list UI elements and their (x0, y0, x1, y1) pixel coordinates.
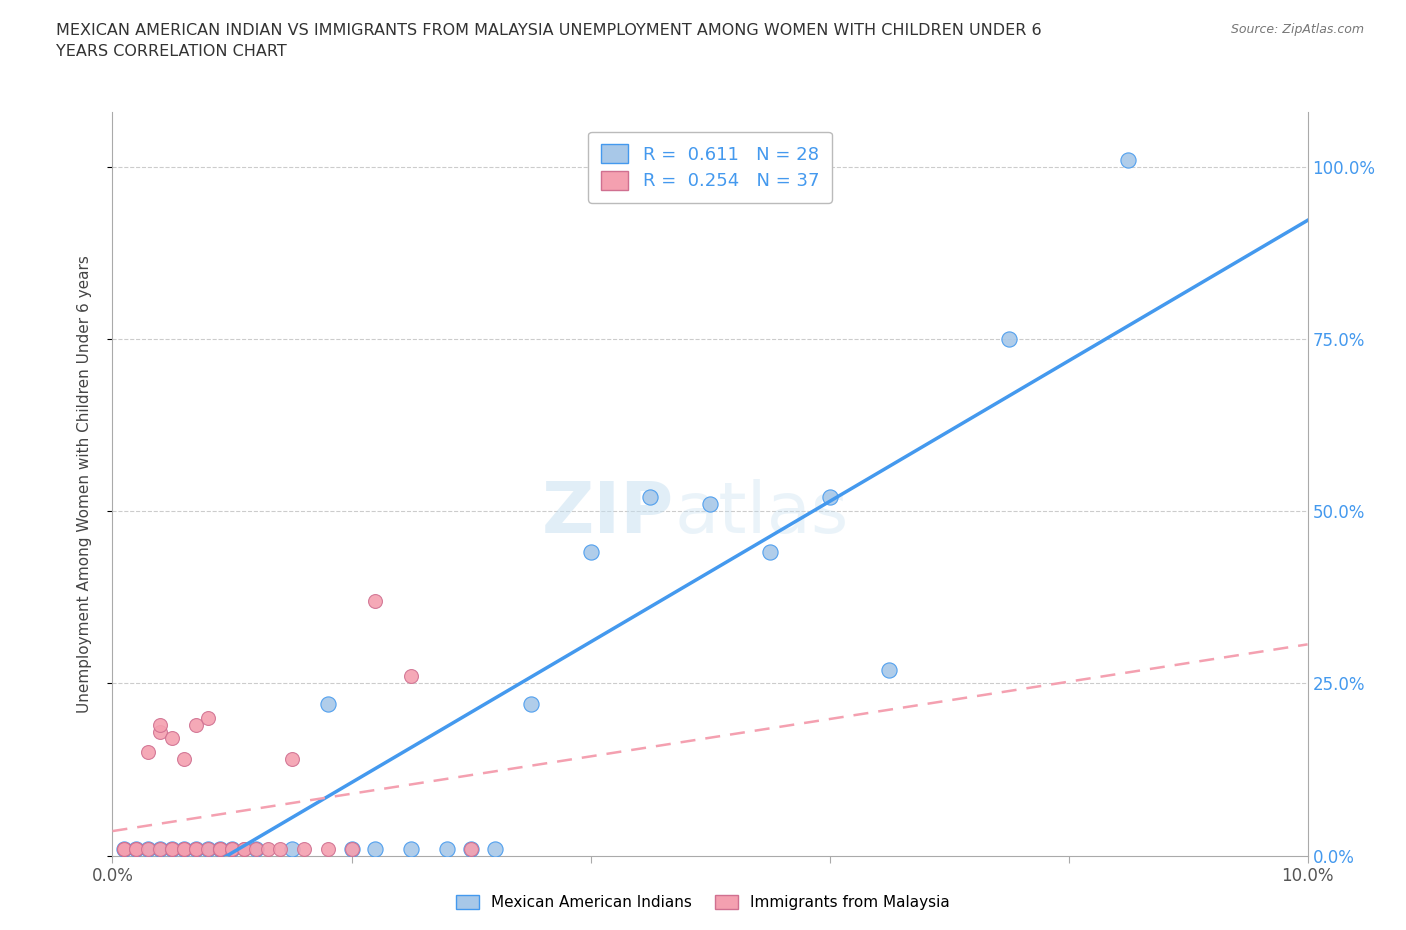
Point (197, 842, 219, 857)
Point (364, 842, 387, 857)
Point (138, 745, 160, 760)
Point (640, 490, 662, 505)
Point (125, 842, 148, 857)
Point (209, 842, 232, 857)
Point (269, 842, 291, 857)
Point (364, 593, 387, 608)
Point (162, 731, 183, 746)
Point (460, 842, 482, 857)
Point (520, 697, 543, 711)
Point (186, 842, 208, 857)
Point (401, 842, 423, 857)
Point (401, 669, 423, 684)
Point (316, 842, 339, 857)
Point (162, 842, 183, 857)
Point (186, 717, 208, 732)
Text: Source: ZipAtlas.com: Source: ZipAtlas.com (1230, 23, 1364, 36)
Point (173, 842, 195, 857)
Point (149, 842, 172, 857)
Legend: R =  0.611   N = 28, R =  0.254   N = 37: R = 0.611 N = 28, R = 0.254 N = 37 (588, 132, 832, 203)
Point (759, 545, 782, 560)
Point (1118, 153, 1140, 167)
Point (340, 842, 363, 857)
Point (114, 842, 135, 857)
Point (149, 842, 172, 857)
Point (209, 842, 232, 857)
Point (460, 842, 482, 857)
Y-axis label: Unemployment Among Women with Children Under 6 years: Unemployment Among Women with Children U… (77, 255, 91, 712)
Point (149, 717, 172, 732)
Point (245, 842, 267, 857)
Point (221, 842, 243, 857)
Point (221, 842, 243, 857)
Point (233, 842, 256, 857)
Point (281, 842, 304, 857)
Point (221, 842, 243, 857)
Point (149, 724, 172, 739)
Point (173, 751, 195, 766)
Point (998, 331, 1021, 346)
Point (162, 842, 183, 857)
Point (138, 842, 160, 857)
Text: MEXICAN AMERICAN INDIAN VS IMMIGRANTS FROM MALAYSIA UNEMPLOYMENT AMONG WOMEN WIT: MEXICAN AMERICAN INDIAN VS IMMIGRANTS FR… (56, 23, 1042, 60)
Point (245, 842, 267, 857)
Point (484, 842, 506, 857)
Point (436, 842, 458, 857)
Point (209, 842, 232, 857)
Point (162, 842, 183, 857)
Text: atlas: atlas (675, 479, 849, 548)
Point (292, 842, 315, 857)
Point (125, 842, 148, 857)
Point (114, 842, 135, 857)
Point (209, 842, 232, 857)
Point (316, 697, 339, 711)
Point (340, 842, 363, 857)
Point (125, 842, 148, 857)
Point (257, 842, 280, 857)
Point (173, 842, 195, 857)
Point (197, 711, 219, 725)
Point (818, 490, 841, 505)
Point (699, 497, 721, 512)
Point (173, 842, 195, 857)
Point (879, 662, 901, 677)
Text: ZIP: ZIP (541, 479, 675, 548)
Point (197, 842, 219, 857)
Point (138, 842, 160, 857)
Legend: Mexican American Indians, Immigrants from Malaysia: Mexican American Indians, Immigrants fro… (449, 887, 957, 918)
Point (186, 842, 208, 857)
Point (233, 842, 256, 857)
Point (281, 751, 304, 766)
Point (114, 842, 135, 857)
Point (186, 842, 208, 857)
Point (579, 545, 602, 560)
